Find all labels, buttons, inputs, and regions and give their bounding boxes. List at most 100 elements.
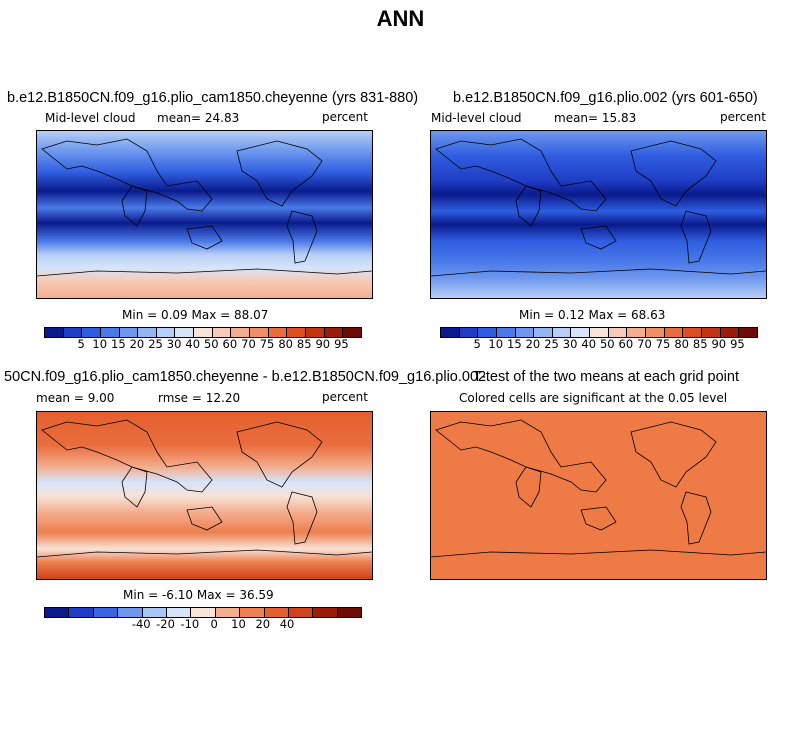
- mean-label-bottom-left: mean = 9.00: [36, 391, 115, 405]
- colorbar-box: [119, 328, 139, 337]
- panel-title-bottom-left: 50CN.f09_g16.plio_cam1850.cheyenne - b.e…: [4, 369, 487, 385]
- colorbar-tick-label: 95: [334, 337, 349, 351]
- colorbar-box: [100, 328, 120, 337]
- colorbar-box: [496, 328, 516, 337]
- colorbar-tick-label: 30: [166, 337, 182, 351]
- colorbar-box: [288, 608, 314, 617]
- map-bottom-right: [430, 411, 767, 580]
- colorbar-box: [627, 328, 647, 337]
- colorbar-box: [194, 328, 213, 337]
- map-top-left: [36, 130, 373, 299]
- colorbar-tick-label: 5: [77, 337, 85, 351]
- colorbar-box: [118, 608, 143, 617]
- colorbar-tick-label: 40: [581, 337, 597, 351]
- colorbar-tick-label: 80: [278, 337, 293, 351]
- panel-title-bottom-right: T-test of the two means at each grid poi…: [473, 369, 739, 385]
- colorbar-box: [534, 328, 553, 337]
- colorbar-tick-label: 70: [241, 337, 256, 351]
- colorbar-box: [478, 328, 497, 337]
- colorbar-box: [82, 328, 101, 337]
- colorbar-tick-label: 40: [185, 337, 201, 351]
- colorbar-box: [212, 328, 232, 337]
- colorbar-tick-label: 5: [473, 337, 481, 351]
- colorbar-box: [215, 608, 241, 617]
- units-label-top-left: percent: [322, 110, 368, 124]
- colorbar-tick-label: 70: [637, 337, 652, 351]
- colorbar-tick-label: 15: [507, 337, 522, 351]
- units-label-bottom-left: percent: [322, 390, 368, 404]
- colorbar-tick-label: 40: [279, 617, 295, 631]
- colorbar-tick-label: 30: [562, 337, 578, 351]
- colorbar-box: [646, 328, 665, 337]
- map-bottom-left: [36, 411, 373, 580]
- colorbar-box: [69, 608, 94, 617]
- colorbar-box: [683, 328, 702, 337]
- colorbar-tick-label: 90: [315, 337, 331, 351]
- colorbar-box: [343, 328, 361, 337]
- colorbar-box: [63, 328, 83, 337]
- colorbar-tick-label: 10: [231, 617, 246, 631]
- variable-label-top-right: Mid-level cloud: [431, 111, 522, 125]
- colorbar-tick-label: 0: [210, 617, 218, 631]
- colorbar-tick-label: 80: [674, 337, 689, 351]
- rmse-label-bottom-left: rmse = 12.20: [158, 391, 241, 405]
- colorbar-box: [739, 328, 757, 337]
- colorbar-tick-label: 90: [711, 337, 727, 351]
- colorbar-box: [590, 328, 609, 337]
- colorbar-tick-label: 60: [618, 337, 634, 351]
- colorbar-top-right: [440, 327, 758, 338]
- colorbar-tick-label: 20: [525, 337, 541, 351]
- colorbar-box: [608, 328, 628, 337]
- colorbar-box: [305, 328, 325, 337]
- colorbar-box: [191, 608, 216, 617]
- colorbar-box: [459, 328, 479, 337]
- minmax-label-top-right: Min = 0.12 Max = 68.63: [519, 308, 666, 322]
- colorbar-box: [324, 328, 344, 337]
- colorbar-box: [142, 608, 167, 617]
- colorbar-box: [515, 328, 535, 337]
- main-title: ANN: [376, 6, 425, 31]
- colorbar-box: [287, 328, 306, 337]
- colorbar-box: [45, 328, 64, 337]
- colorbar-box: [138, 328, 157, 337]
- colorbar-box: [166, 608, 192, 617]
- panel-title-top-right: b.e12.B1850CN.f09_g16.plio.002 (yrs 601-…: [453, 90, 758, 106]
- colorbar-box: [93, 608, 119, 617]
- colorbar-tick-label: 20: [129, 337, 145, 351]
- colorbar-tick-label: 60: [222, 337, 238, 351]
- colorbar-box: [571, 328, 591, 337]
- colorbar-tick-label: 20: [255, 617, 271, 631]
- colorbar-bottom-left: [44, 607, 362, 618]
- minmax-label-bottom-left: Min = -6.10 Max = 36.59: [123, 588, 274, 602]
- colorbar-tick-label: -40: [131, 617, 151, 631]
- colorbar-tick-label: 25: [148, 337, 163, 351]
- colorbar-box: [231, 328, 251, 337]
- colorbar-box: [156, 328, 176, 337]
- units-label-top-right: percent: [720, 110, 766, 124]
- minmax-label-top-left: Min = 0.09 Max = 88.07: [122, 308, 269, 322]
- map-top-right: [430, 130, 767, 299]
- colorbar-tick-label: 10: [488, 337, 504, 351]
- colorbar-tick-label: 10: [92, 337, 108, 351]
- colorbar-tick-label: 95: [730, 337, 745, 351]
- colorbar-tick-label: -20: [156, 617, 175, 631]
- colorbar-tick-label: 50: [203, 337, 219, 351]
- colorbar-tick-label: 75: [259, 337, 275, 351]
- colorbar-tick-label: 50: [599, 337, 615, 351]
- colorbar-box: [175, 328, 195, 337]
- panel-title-top-left: b.e12.B1850CN.f09_g16.plio_cam1850.cheye…: [7, 90, 419, 106]
- colorbar-box: [264, 608, 289, 617]
- colorbar-box: [250, 328, 269, 337]
- colorbar-tick-label: 25: [544, 337, 559, 351]
- colorbar-tick-label: 85: [692, 337, 708, 351]
- colorbar-tick-label: -10: [180, 617, 200, 631]
- colorbar-box: [337, 608, 362, 617]
- colorbar-box: [240, 608, 265, 617]
- colorbar-tick-label: 75: [655, 337, 671, 351]
- colorbar-box: [45, 608, 70, 617]
- colorbar-box: [268, 328, 288, 337]
- colorbar-tick-label: 85: [296, 337, 312, 351]
- colorbar-box: [701, 328, 721, 337]
- colorbar-box: [664, 328, 684, 337]
- colorbar-tick-label: 15: [111, 337, 126, 351]
